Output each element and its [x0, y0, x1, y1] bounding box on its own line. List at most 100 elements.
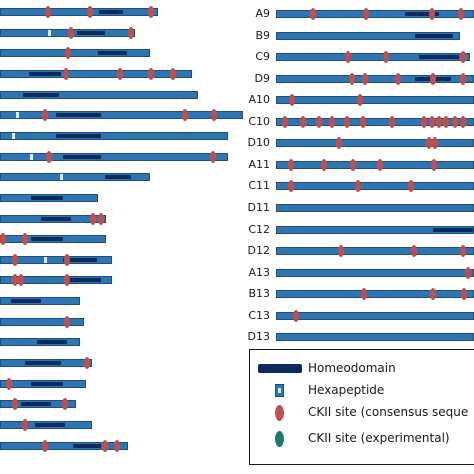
homeodomain-segment: [37, 340, 67, 344]
left-protein-5-bar: [0, 91, 198, 99]
legend-label-ckii-experimental: CKII site (experimental): [308, 431, 450, 445]
ckii-site-marker: [42, 109, 48, 121]
legend-item-homeodomain: Homeodomain: [250, 358, 474, 380]
ckii-site-marker: [421, 116, 427, 128]
ckii-site-marker: [429, 8, 435, 20]
ckii-site-marker: [432, 137, 438, 149]
legend-item-ckii-consensus: CKII site (consensus seque: [250, 402, 474, 424]
protein-c9-bar: [276, 51, 470, 63]
ckii-site-marker: [148, 68, 154, 80]
protein-label: D10: [247, 136, 270, 149]
protein-label: D12: [247, 244, 270, 257]
protein-d12-bar: [276, 245, 474, 257]
hexapeptide-swatch-icon: [256, 380, 302, 402]
ckii-site-marker: [22, 419, 28, 431]
homeodomain-segment: [41, 217, 71, 221]
ckii-site-marker: [345, 51, 351, 63]
homeodomain-segment: [73, 444, 101, 448]
homeodomain-segment: [56, 113, 101, 117]
ckii-site-marker: [465, 267, 471, 279]
ckii-site-marker: [361, 288, 367, 300]
left-protein-15-bar: [0, 297, 80, 305]
ckii-site-marker: [289, 94, 295, 106]
protein-d11-bar: [276, 204, 474, 212]
left-protein-2-bar: [0, 27, 135, 39]
left-protein-11-bar: [0, 213, 106, 225]
homeodomain-segment: [21, 402, 51, 406]
homeodomain-segment: [35, 423, 65, 427]
protein-label: A10: [248, 93, 270, 106]
ckii-site-marker: [300, 116, 306, 128]
protein-d10-bar: [276, 137, 474, 149]
ckii-site-marker: [310, 8, 316, 20]
ckii-site-marker: [443, 116, 449, 128]
protein-label: B13: [248, 287, 270, 300]
ckii-site-marker: [461, 288, 467, 300]
ckii-site-marker: [383, 51, 389, 63]
ckii-site-marker: [102, 440, 108, 452]
ckii-site-marker: [436, 116, 442, 128]
homeodomain-segment: [433, 228, 473, 232]
homeodomain-segment: [29, 72, 61, 76]
ckii-site-marker: [460, 51, 466, 63]
ckii-site-marker: [210, 151, 216, 163]
left-protein-10-bar: [0, 194, 98, 202]
legend-label-ckii-consensus: CKII site (consensus seque: [308, 405, 469, 419]
protein-label: B9: [255, 29, 270, 42]
homeodomain-segment: [98, 51, 127, 55]
homeodomain-segment: [25, 361, 61, 365]
left-protein-6-bar: [0, 109, 243, 121]
ckii-site-marker: [288, 159, 294, 171]
left-protein-16-bar: [0, 316, 84, 328]
ckii-site-marker: [282, 116, 288, 128]
ckii-site-marker: [84, 357, 90, 369]
ckii-site-marker: [411, 245, 417, 257]
homeodomain-segment: [63, 258, 97, 262]
legend-label-hexapeptide: Hexapeptide: [308, 383, 385, 397]
ckii-site-marker: [430, 288, 436, 300]
homeodomain-segment: [405, 12, 439, 16]
homeodomain-segment: [69, 278, 101, 282]
ckii-site-marker: [389, 116, 395, 128]
legend-label-homeodomain: Homeodomain: [308, 361, 396, 375]
ckii-site-marker: [117, 68, 123, 80]
ckii-site-marker: [395, 73, 401, 85]
left-protein-17-bar: [0, 338, 80, 346]
homeodomain-segment: [105, 175, 131, 179]
left-protein-8-bar: [0, 151, 228, 163]
ckii-site-marker: [293, 310, 299, 322]
ckii-site-marker: [65, 47, 71, 59]
protein-label: C11: [248, 179, 270, 192]
ckii-site-marker: [429, 116, 435, 128]
ckii-site-marker: [460, 116, 466, 128]
left-protein-9-bar: [0, 173, 150, 181]
ckii-site-marker: [62, 398, 68, 410]
left-protein-20-bar: [0, 398, 76, 410]
homeodomain-segment: [77, 31, 105, 35]
ckii-site-marker: [64, 316, 70, 328]
ckii-site-marker: [288, 180, 294, 192]
ckii-site-marker: [431, 159, 437, 171]
homeodomain-segment: [99, 10, 123, 14]
homeodomain-segment: [415, 34, 453, 38]
legend-item-ckii-experimental: CKII site (experimental): [250, 428, 474, 450]
protein-a13-bar: [276, 267, 474, 279]
protein-c11-bar: [276, 180, 474, 192]
ckii-site-marker: [350, 159, 356, 171]
hexapeptide-marker: [30, 154, 33, 160]
left-protein-7-bar: [0, 132, 228, 140]
ckii-site-marker: [329, 116, 335, 128]
ckii-site-marker: [63, 68, 69, 80]
ckii-site-marker: [98, 213, 104, 225]
homeodomain-segment: [56, 134, 101, 138]
ckii-site-marker: [6, 378, 12, 390]
ckii-site-marker: [128, 27, 134, 39]
ckii-site-marker: [22, 233, 28, 245]
ckii-site-marker: [362, 73, 368, 85]
ckii-site-marker: [321, 159, 327, 171]
left-protein-1-bar: [0, 6, 158, 18]
ckii-site-marker: [430, 73, 436, 85]
homeodomain-swatch-icon: [256, 358, 302, 380]
hexapeptide-marker: [44, 257, 47, 263]
